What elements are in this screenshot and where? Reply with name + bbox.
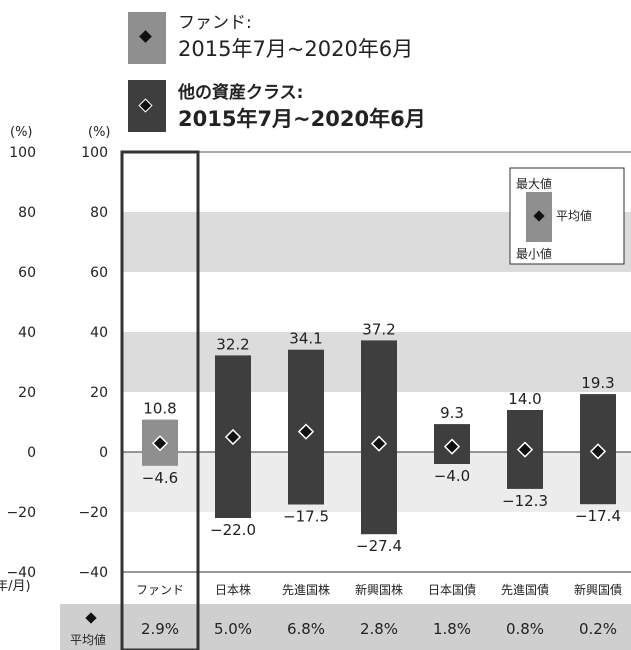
legend-fund-marker: [139, 30, 152, 43]
avg-value-2: 6.8%: [287, 620, 325, 638]
avg-marker-4: [443, 438, 461, 455]
avg-value-1: 5.0%: [214, 620, 252, 638]
y-tick-left: 20: [18, 385, 36, 401]
fund-highlight-frame: [120, 150, 200, 650]
y-tick-right: 80: [90, 205, 108, 221]
key-box-max-label: 最大値: [516, 176, 552, 191]
average-values: 2.9% 5.0% 6.8% 2.8% 1.8% 0.8% 0.2%: [141, 620, 617, 638]
min-label-6: −17.4: [575, 507, 621, 525]
avg-value-5: 0.8%: [506, 620, 544, 638]
category-label-4: 日本国債: [428, 582, 476, 597]
y-tick-left: 80: [18, 205, 36, 221]
y-tick-right: 60: [90, 265, 108, 281]
min-label-3: −27.4: [356, 537, 402, 555]
avg-marker-5: [516, 441, 534, 458]
average-row-label: 平均値: [70, 632, 106, 647]
y-tick-left: −40: [6, 565, 36, 581]
y-tick-right: 20: [90, 385, 108, 401]
min-label-1: −22.0: [210, 521, 256, 539]
left-axis-unit: (%): [10, 125, 33, 140]
key-box-marker: [533, 210, 545, 222]
max-label-0: 10.8: [143, 400, 176, 418]
avg-value-3: 2.8%: [360, 620, 398, 638]
legend-fund-line1: ファンド:: [178, 13, 252, 33]
average-row: 平均値 2.9% 5.0% 6.8% 2.8% 1.8% 0.8% 0.2%: [60, 604, 631, 650]
min-label-2: −17.5: [283, 508, 329, 526]
avg-marker-2: [297, 423, 315, 440]
category-labels: ファンド 日本株 先進国株 新興国株 日本国債 先進国債 新興国債: [136, 582, 622, 597]
max-label-2: 34.1: [289, 330, 322, 348]
legend: ファンド: 2015年7月~2020年6月 他の資産クラス: 2015年7月~2…: [128, 12, 426, 132]
legend-other-line2: 2015年7月~2020年6月: [178, 107, 426, 131]
legend-fund-line2: 2015年7月~2020年6月: [178, 37, 413, 61]
key-box-min-label: 最小値: [516, 246, 552, 261]
max-label-6: 19.3: [581, 374, 614, 392]
min-label-4: −4.0: [434, 467, 470, 485]
max-label-5: 14.0: [508, 390, 541, 408]
y-tick-right: −40: [78, 565, 108, 581]
y-tick-right: −20: [78, 505, 108, 521]
y-tick-left: −20: [6, 505, 36, 521]
max-label-3: 37.2: [362, 320, 395, 338]
max-label-4: 9.3: [440, 404, 464, 422]
key-box-avg-label: 平均値: [556, 208, 592, 223]
key-box: 最大値 平均値 最小値: [509, 167, 625, 265]
category-label-1: 日本株: [215, 582, 251, 597]
average-row-bg: [60, 604, 631, 650]
y-tick-left: 100: [9, 145, 36, 161]
y-tick-left: 0: [27, 445, 36, 461]
y-tick-left: 60: [18, 265, 36, 281]
category-label-6: 新興国債: [574, 582, 622, 597]
y-tick-left: 40: [18, 325, 36, 341]
avg-marker-0: [151, 435, 169, 452]
avg-value-6: 0.2%: [579, 620, 617, 638]
x-axis-unit: (年/月): [0, 579, 31, 594]
min-label-5: −12.3: [502, 492, 548, 510]
category-label-0: ファンド: [136, 583, 184, 597]
category-label-5: 先進国債: [501, 582, 549, 597]
legend-other-line1: 他の資産クラス:: [177, 82, 303, 103]
category-label-2: 先進国株: [282, 582, 330, 597]
avg-value-0: 2.9%: [141, 620, 179, 638]
y-tick-right: 0: [99, 445, 108, 461]
avg-marker-1: [224, 428, 242, 446]
bar-series: 10.8 −4.6 32.2 −22.0 34.1 −17.5 37.2 −27.4 9.3 −4…: [142, 320, 621, 555]
y-tick-right: 40: [90, 325, 108, 341]
avg-marker-6: [589, 443, 607, 460]
category-label-3: 新興国株: [355, 582, 403, 597]
avg-value-4: 1.8%: [433, 620, 471, 638]
y-axis-ticks: 100 100 80 80 60 60 40 40 20 20 0 0 −20 −20 −40 −40: [6, 145, 108, 581]
legend-other-marker: [138, 98, 153, 113]
y-tick-right: 100: [81, 145, 108, 161]
max-label-1: 32.2: [216, 335, 249, 353]
right-axis-unit: (%): [88, 125, 111, 140]
min-label-0: −4.6: [142, 469, 178, 487]
avg-marker-3: [370, 435, 388, 452]
